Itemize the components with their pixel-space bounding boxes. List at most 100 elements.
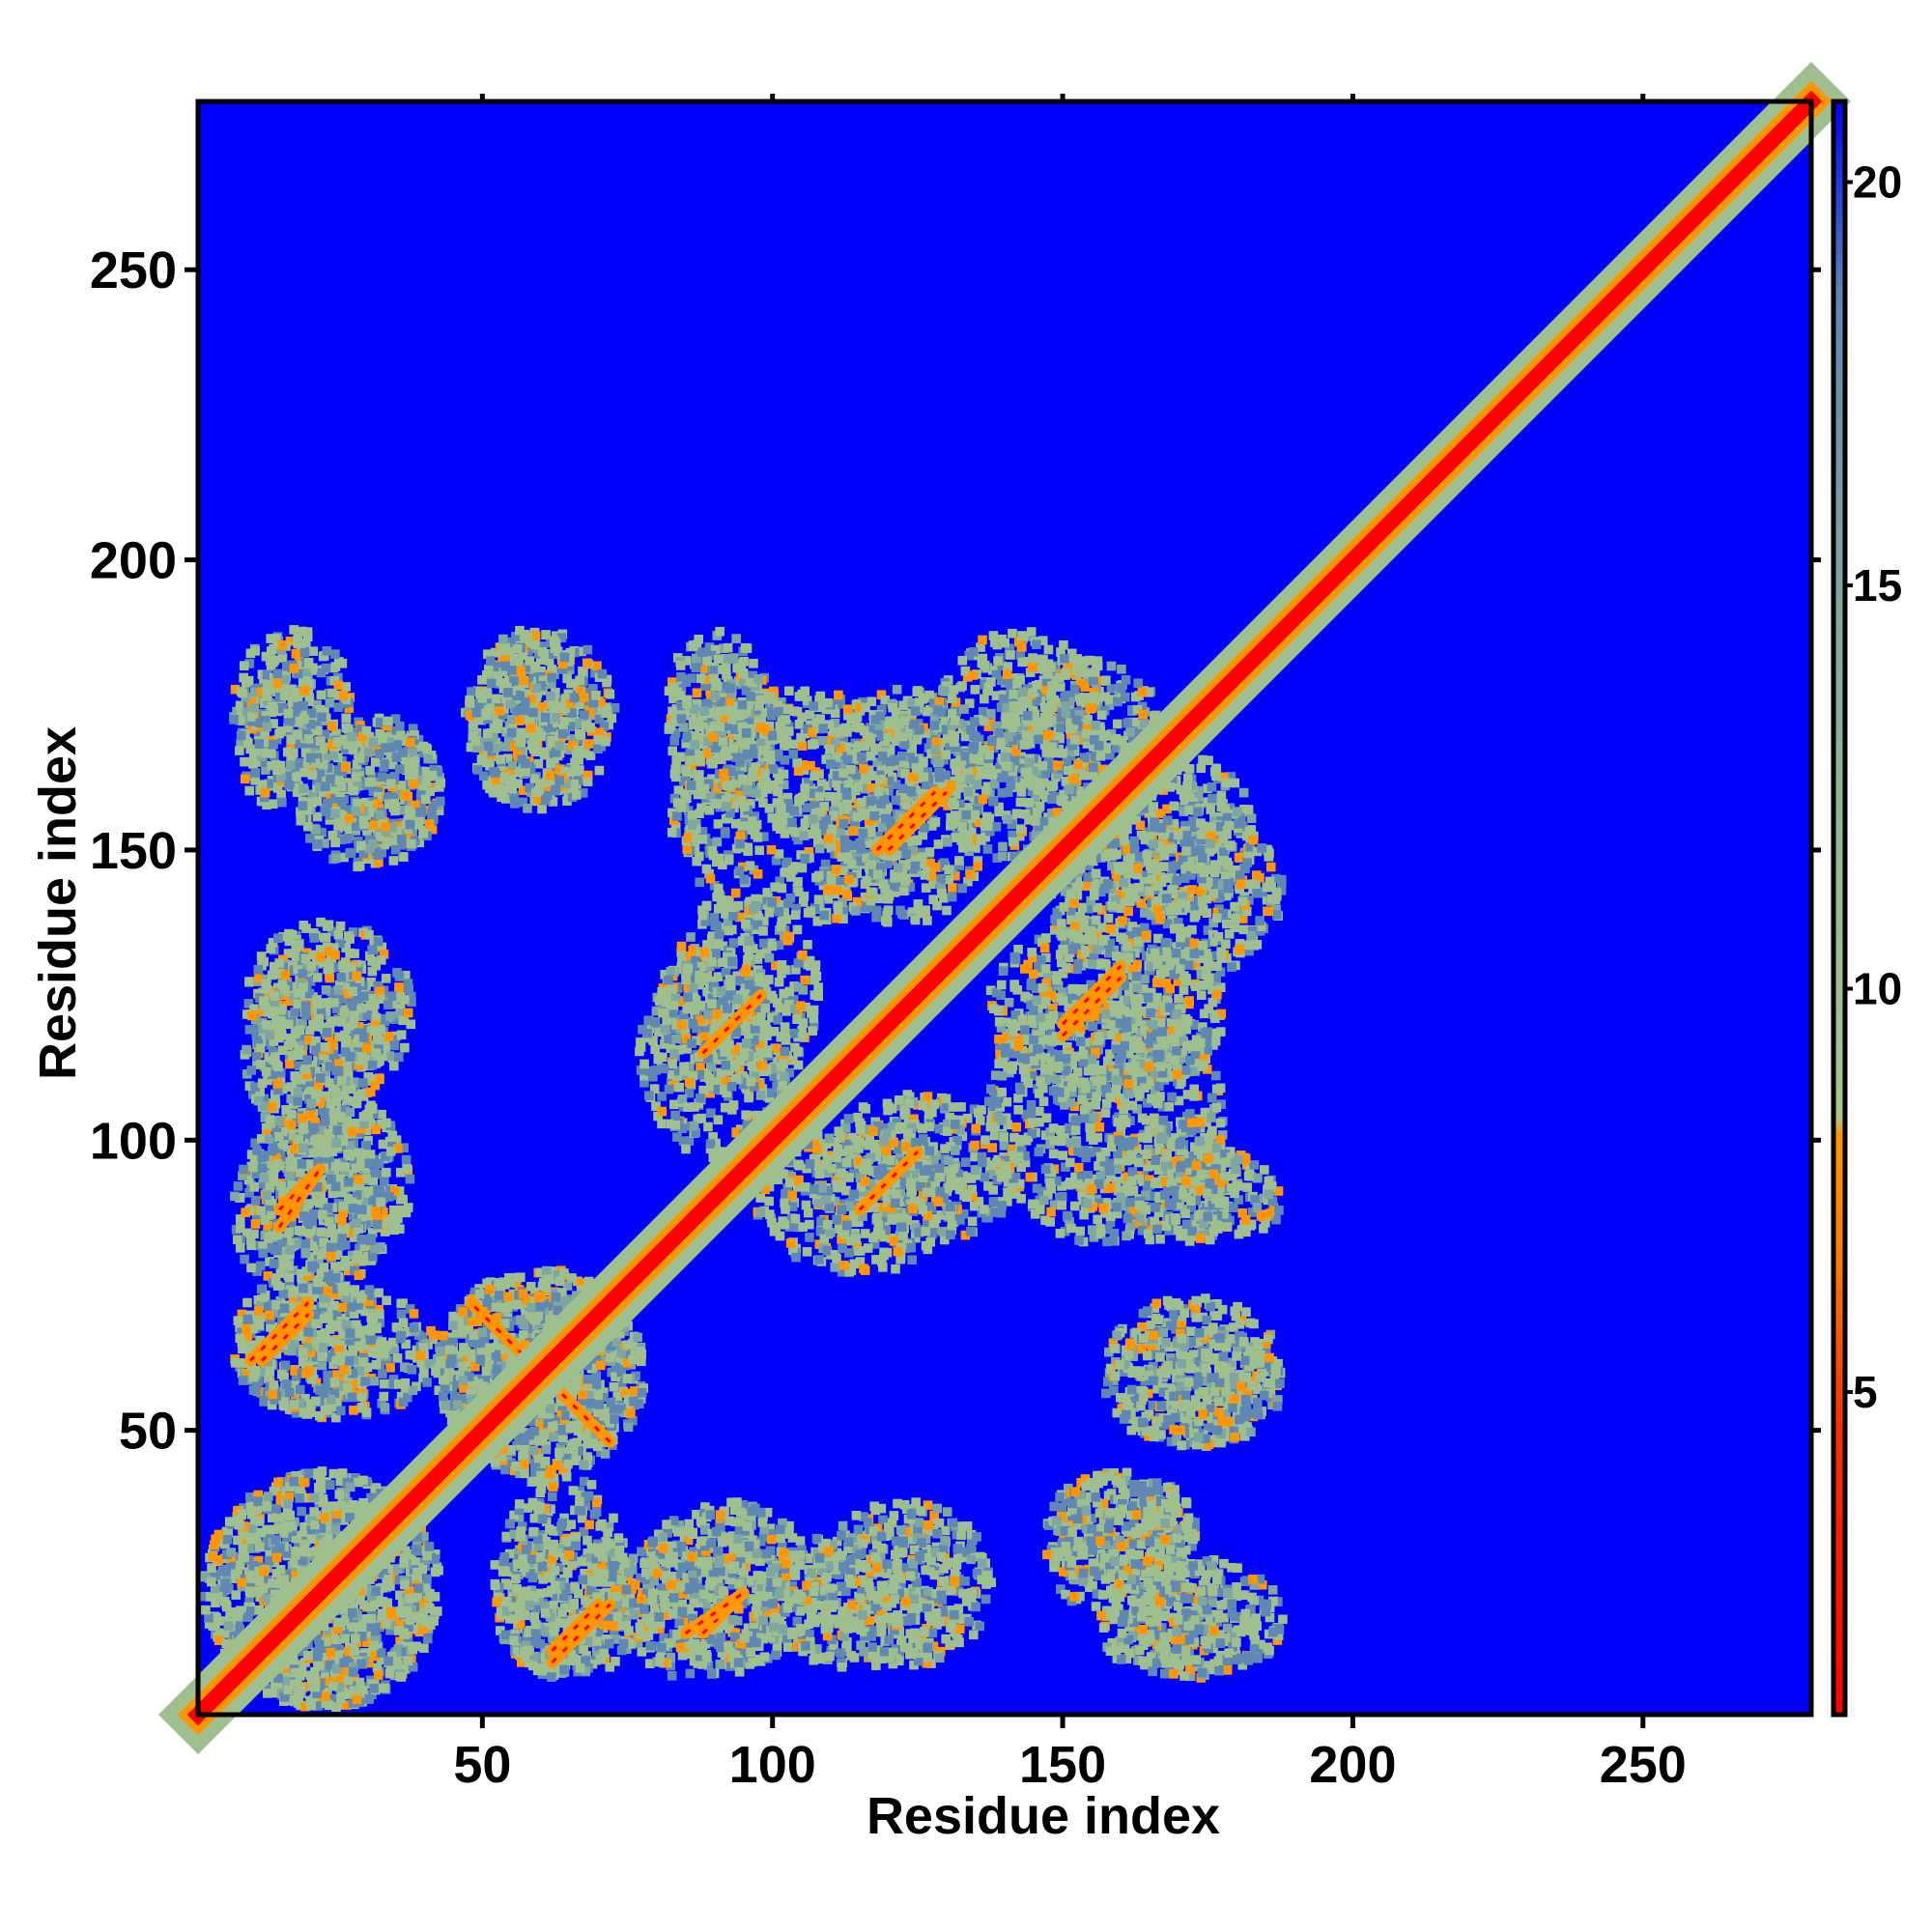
heatmap-cell: [340, 1616, 351, 1627]
heatmap-cell: [275, 1496, 286, 1507]
heatmap-cell: [345, 948, 355, 958]
heatmap-cell: [852, 1538, 863, 1548]
heatmap-cell: [298, 1555, 308, 1566]
heatmap-cell: [384, 1575, 393, 1584]
heatmap-cell: [213, 1635, 224, 1646]
heatmap-cell: [599, 1639, 610, 1650]
heatmap-cell: [345, 1513, 355, 1522]
heatmap-cell: [303, 1547, 313, 1557]
heatmap-cell: [219, 1566, 229, 1577]
heatmap-cell: [211, 1598, 220, 1608]
heatmap-cell: [1222, 1665, 1233, 1675]
heatmap-cell: [482, 1303, 492, 1313]
heatmap-cell: [338, 691, 349, 700]
heatmap-cell: [350, 1077, 359, 1087]
heatmap-cell: [941, 1634, 951, 1644]
heatmap-cell: [337, 821, 348, 832]
heatmap-cell: [366, 977, 377, 987]
heatmap-cell: [245, 1534, 256, 1545]
heatmap-cell: [1208, 1598, 1218, 1607]
heatmap-cell: [259, 956, 270, 967]
heatmap-cell: [371, 1124, 381, 1135]
heatmap-cell: [1159, 1420, 1169, 1430]
heatmap-cell: [784, 1520, 794, 1531]
heatmap-cell: [281, 1104, 291, 1115]
heatmap-cell: [306, 1676, 317, 1686]
heatmap-cell: [1172, 1435, 1181, 1446]
heatmap-cell: [316, 1474, 326, 1484]
heatmap-cell: [1235, 1388, 1245, 1398]
heatmap-cell: [1241, 1307, 1251, 1317]
heatmap-cell: [1263, 1642, 1272, 1653]
heatmap-cell: [1212, 1413, 1223, 1424]
heatmap-cell: [580, 1423, 589, 1434]
heatmap-cell: [387, 1130, 398, 1141]
heatmap-cell: [1213, 1341, 1224, 1351]
heatmap-cell: [736, 1649, 747, 1660]
heatmap-cell: [593, 735, 603, 745]
heatmap-cell: [388, 837, 399, 847]
heatmap-cell: [221, 1602, 232, 1612]
heatmap-cell: [218, 1616, 229, 1626]
heatmap-cell: [233, 1611, 243, 1622]
heatmap-cell: [300, 1701, 310, 1712]
heatmap-cell: [1191, 1596, 1201, 1606]
heatmap-cell: [340, 745, 351, 754]
heatmap-cell: [267, 749, 276, 758]
heatmap-cell: [343, 1022, 353, 1032]
heatmap-cell: [582, 770, 593, 781]
heatmap-cell: [222, 1526, 232, 1537]
heatmap-cell: [400, 1042, 410, 1053]
heatmap-cell: [977, 1575, 987, 1585]
heatmap-cell: [363, 1135, 373, 1146]
heatmap-cell: [347, 1250, 357, 1261]
heatmap-cell: [1153, 1326, 1164, 1337]
heatmap-cell: [957, 1521, 968, 1531]
heatmap-cell: [1090, 1487, 1100, 1497]
heatmap-cell: [346, 826, 355, 836]
heatmap-cell: [314, 1661, 325, 1670]
heatmap-cell: [616, 1645, 627, 1656]
heatmap-cell: [954, 1637, 964, 1648]
heatmap-cell: [668, 1516, 679, 1525]
heatmap-cell: [393, 1660, 403, 1669]
heatmap-cell: [246, 1574, 257, 1583]
heatmap-cell: [297, 1667, 307, 1678]
heatmap-cell: [304, 1077, 315, 1087]
heatmap-cell: [677, 1650, 688, 1661]
heatmap-cell: [339, 1167, 350, 1178]
heatmap-cell: [332, 1370, 342, 1379]
heatmap-cell: [417, 1605, 428, 1615]
heatmap-cell: [834, 1570, 844, 1579]
heatmap-cell: [340, 1239, 351, 1250]
heatmap-cell: [321, 1536, 331, 1547]
heatmap-cell: [335, 938, 345, 949]
heatmap-cell: [339, 794, 349, 805]
heatmap-cell: [513, 1624, 523, 1634]
heatmap-cell: [1150, 1426, 1160, 1435]
heatmap-cell: [594, 727, 605, 738]
heatmap-cell: [713, 1574, 724, 1584]
heatmap-cell: [911, 1497, 921, 1507]
heatmap-cell: [238, 1544, 248, 1554]
heatmap-cell: [1221, 1636, 1231, 1647]
heatmap-cell: [376, 1242, 385, 1252]
heatmap-cell: [263, 1683, 273, 1693]
heatmap-cell: [367, 945, 377, 955]
heatmap-cell: [950, 1609, 959, 1620]
heatmap-cell: [1212, 1298, 1222, 1309]
heatmap-cell: [696, 1516, 706, 1526]
heatmap-cell: [599, 722, 610, 731]
heatmap-cell: [1249, 1644, 1260, 1654]
heatmap-cell: [396, 1030, 407, 1040]
heatmap-cell: [354, 1342, 363, 1351]
heatmap-cell: [358, 1686, 368, 1695]
heatmap-cell: [219, 1596, 230, 1606]
heatmap-cell: [1110, 1532, 1121, 1542]
heatmap-cell: [252, 1212, 262, 1222]
heatmap-cell: [425, 786, 435, 797]
heatmap-cell: [912, 1532, 923, 1543]
heatmap-cell: [361, 1125, 371, 1136]
heatmap-cell: [387, 991, 397, 1001]
heatmap-cell: [313, 1648, 324, 1658]
